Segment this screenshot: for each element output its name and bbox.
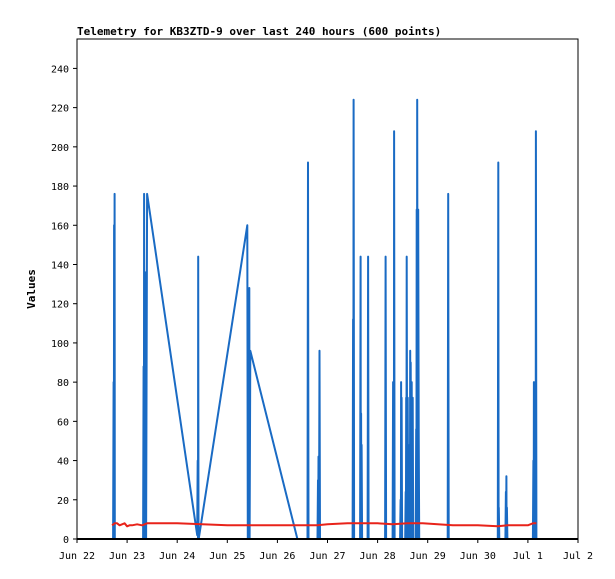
y-tick-label: 160 — [51, 221, 69, 232]
x-tick-label: Jun 24 — [159, 551, 195, 562]
y-tick-label: 80 — [57, 378, 69, 389]
x-tick-label: Jul 2 — [563, 551, 593, 562]
y-tick-label: 100 — [51, 339, 69, 350]
x-tick-label: Jun 25 — [209, 551, 245, 562]
x-tick-label: Jun 28 — [360, 551, 396, 562]
plot-area — [76, 38, 579, 540]
series-line-2 — [111, 522, 537, 528]
y-tick-label: 240 — [51, 64, 69, 75]
x-tick-label: Jul 1 — [513, 551, 543, 562]
y-tick-label: 20 — [57, 496, 69, 507]
y-axis-label: Values — [25, 269, 38, 309]
y-tick-label: 0 — [63, 535, 69, 546]
x-tick-label: Jun 27 — [309, 551, 345, 562]
x-tick-label: Jun 23 — [109, 551, 145, 562]
y-tick-label: 200 — [51, 143, 69, 154]
y-tick-label: 140 — [51, 260, 69, 271]
x-tick-label: Jun 22 — [59, 551, 95, 562]
chart-title: Telemetry for KB3ZTD-9 over last 240 hou… — [77, 25, 441, 38]
x-tick-label: Jun 30 — [460, 551, 496, 562]
series-layer — [77, 98, 578, 540]
x-tick-label: Jun 29 — [410, 551, 446, 562]
x-tick-label: Jun 26 — [259, 551, 295, 562]
y-tick-label: 220 — [51, 104, 69, 115]
y-tick-label: 60 — [57, 417, 69, 428]
x-axis: Jun 22 Jun 23 Jun 24 Jun 25 Jun 26 Jun 27 Jun … — [59, 539, 593, 562]
y-tick-label: 120 — [51, 300, 69, 311]
y-tick-label: 40 — [57, 457, 69, 468]
y-tick-label: 180 — [51, 182, 69, 193]
y-axis: 0 20 40 60 80 100 120 140 160 180 200 220 240 — [51, 64, 77, 546]
